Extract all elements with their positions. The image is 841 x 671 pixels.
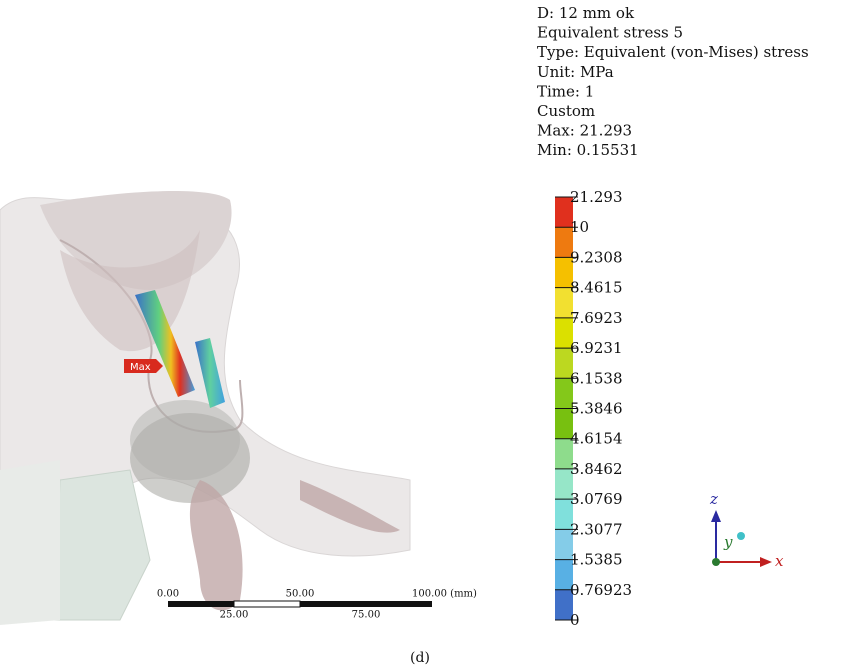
legend-label: 3.8462 [570,460,623,478]
triad-x: x [775,552,784,570]
legend-band [555,348,573,379]
legend-band [555,257,573,288]
legend-band [555,529,573,560]
legend-label: 3.0769 [570,490,623,508]
scale-label: 25.00 [220,610,249,621]
scale-bar: 0.00 50.00 100.00 (mm) 25.00 75.00 [157,589,477,621]
legend-label: 10 [570,218,589,236]
info-line: Unit: MPa [537,63,614,81]
info-line: Time: 1 [537,82,594,100]
legend-label: 21.293 [570,188,623,206]
info-line: D: 12 mm ok [537,4,635,22]
legend-band [555,197,573,228]
legend-label: 0 [570,611,580,629]
legend-band [555,317,573,349]
legend-label: 8.4615 [570,279,623,297]
info-line: Min: 0.15531 [537,141,639,159]
legend-band [555,408,573,439]
triad-y: y [723,533,733,551]
model [0,190,411,625]
legend-band [555,378,573,409]
info-line: Custom [537,102,595,120]
triad-z: z [709,490,718,508]
info-line: Max: 21.293 [537,122,632,140]
screws [135,290,225,408]
scale-label: 0.00 [157,589,179,600]
scale-label: 100.00 (mm) [412,589,477,600]
legend-label: 9.2308 [570,248,623,266]
max-probe: Max [124,359,163,373]
scale-label: 75.00 [352,610,381,621]
legend-band [555,227,573,258]
legend-label: 1.5385 [570,551,623,569]
info-line: Equivalent stress 5 [537,24,683,42]
info-line: Type: Equivalent (von-Mises) stress [537,43,809,61]
legend-band [555,468,573,500]
legend-label: 7.6923 [570,309,623,327]
legend-label: 5.3846 [570,400,623,418]
legend-band [555,287,573,318]
legend-band [555,559,573,590]
legend-label: 6.9231 [570,339,623,357]
legend-label: 4.6154 [570,430,623,448]
legend-label: 0.76923 [570,581,632,599]
legend-band [555,499,573,530]
scale-label: 50.00 [286,589,315,600]
legend-label: 6.1538 [570,369,623,387]
legend-band [555,438,573,469]
triad [711,510,772,567]
probe-label: Max [130,362,151,373]
legend-label: 2.3077 [570,520,623,538]
legend-band [555,589,573,620]
caption: (d) [410,650,430,666]
